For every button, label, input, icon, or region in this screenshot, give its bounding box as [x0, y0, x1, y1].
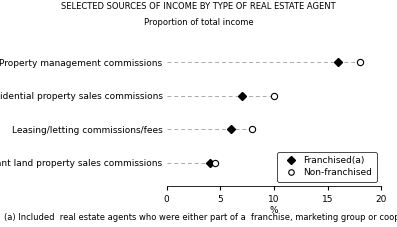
- Text: Proportion of total income: Proportion of total income: [144, 18, 253, 27]
- Text: SELECTED SOURCES OF INCOME BY TYPE OF REAL ESTATE AGENT: SELECTED SOURCES OF INCOME BY TYPE OF RE…: [61, 2, 336, 11]
- Legend: Franchised(a), Non-franchised: Franchised(a), Non-franchised: [277, 152, 377, 182]
- Text: (a) Included  real estate agents who were either part of a  franchise, marketing: (a) Included real estate agents who were…: [4, 213, 397, 222]
- X-axis label: %: %: [270, 206, 278, 215]
